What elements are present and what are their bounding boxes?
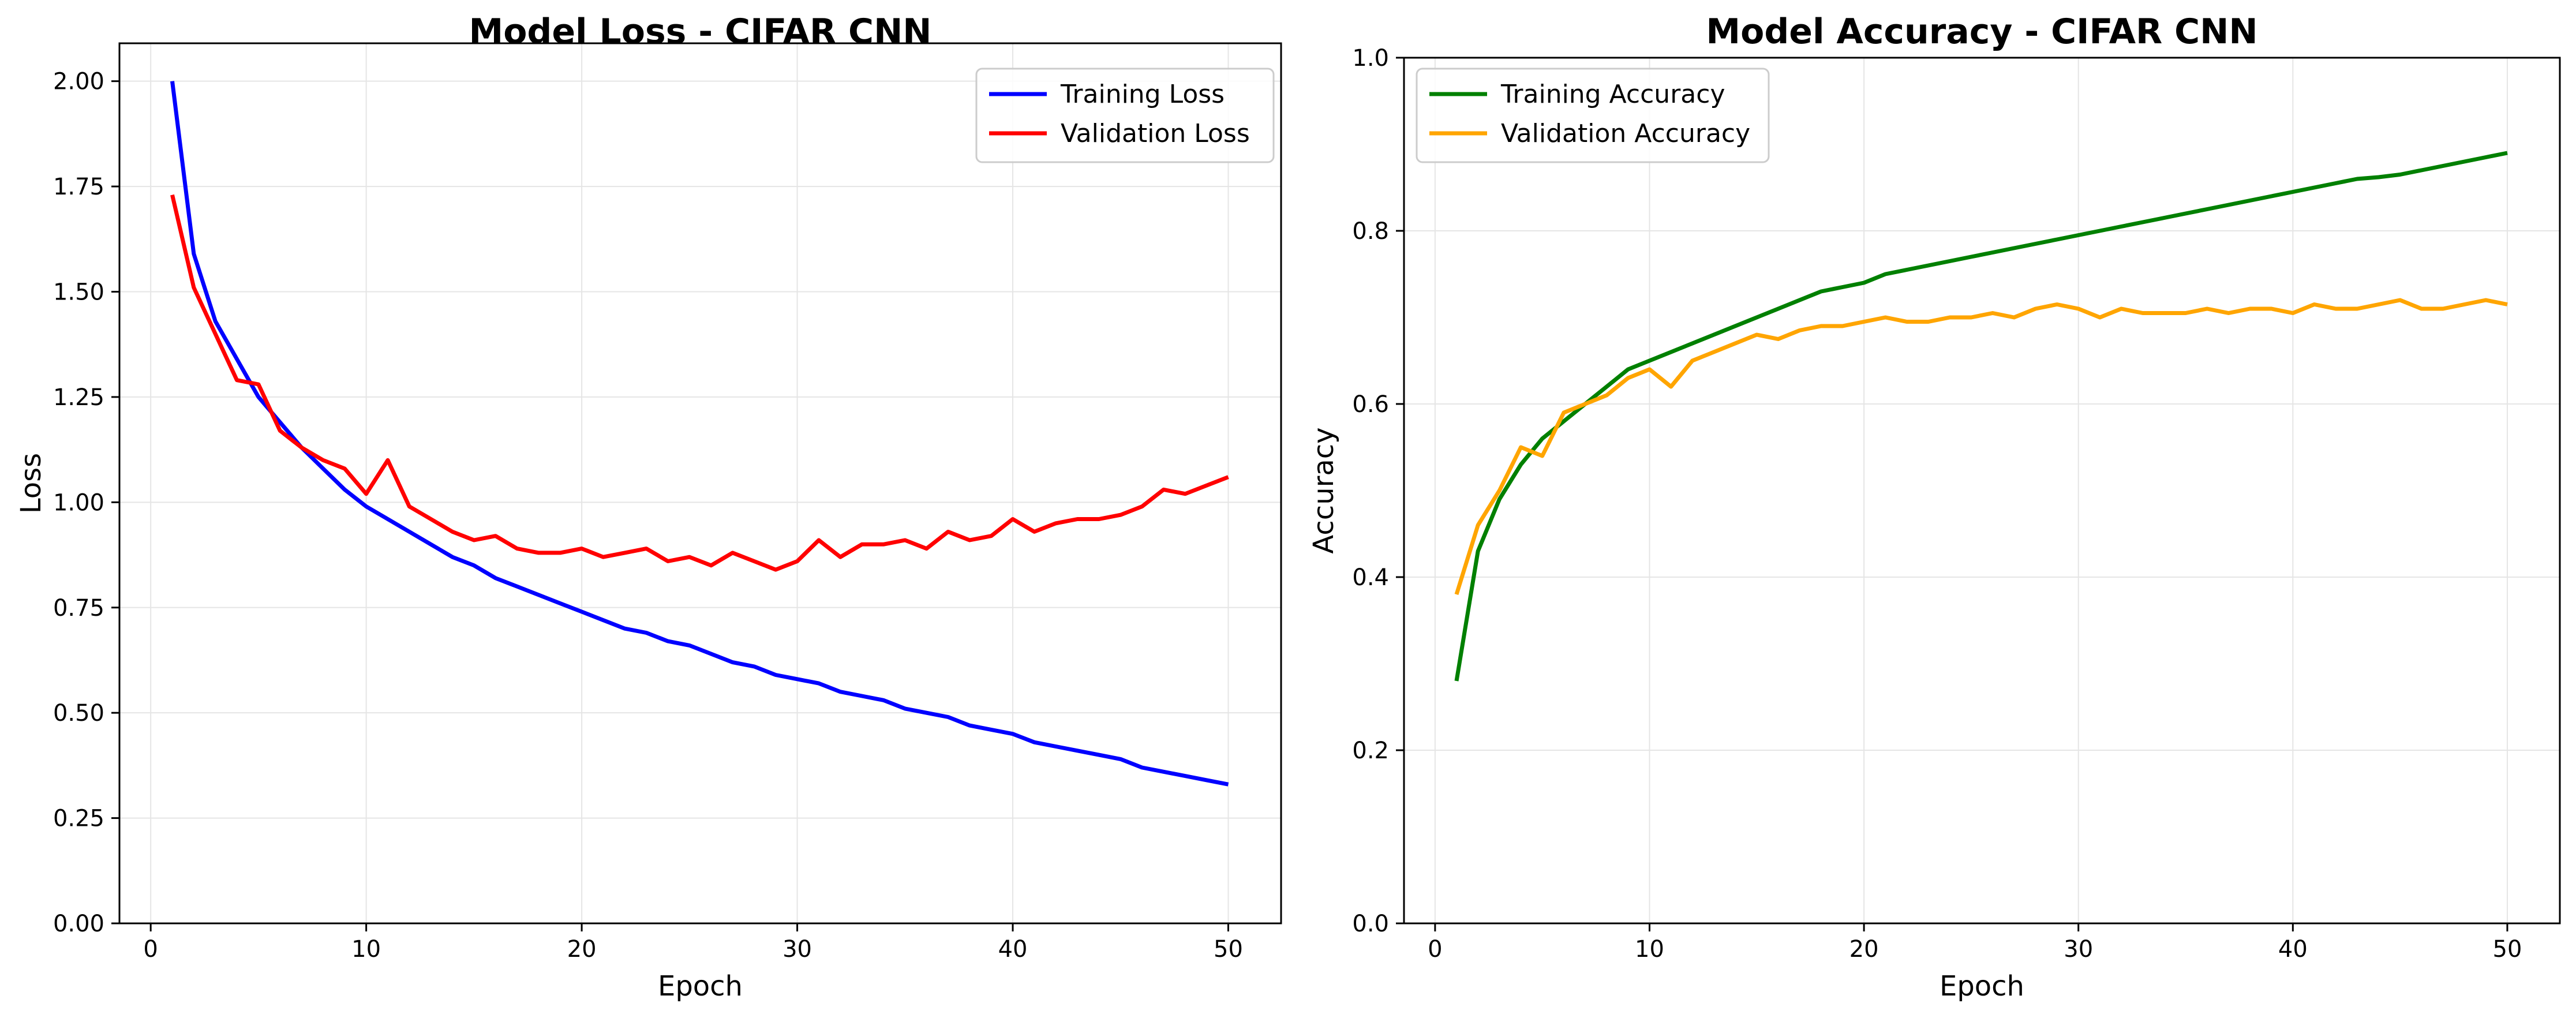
legend-label-training-loss: Training Loss	[1060, 80, 1225, 109]
series-line-training-loss	[170, 81, 1229, 787]
chart1-y-axis-label: Accuracy	[1308, 427, 1340, 553]
chart0-legend-frame	[975, 68, 1275, 163]
chart0-y-tick-label: 0.75	[53, 595, 104, 622]
chart1-y-tick-label: 0.4	[1352, 564, 1389, 591]
chart1-x-tick-label: 20	[1849, 936, 1879, 963]
legend-label-validation-accuracy: Validation Accuracy	[1501, 119, 1750, 148]
chart1-axes-frame	[1403, 57, 2561, 925]
legend-label-training-accuracy: Training Accuracy	[1500, 80, 1725, 109]
series-line-validation-accuracy	[1454, 298, 2508, 596]
chart0-x-tick-label: 0	[143, 936, 158, 963]
chart1-y-tick-label: 1.0	[1352, 45, 1389, 72]
chart1-title: Model Accuracy - CIFAR CNN	[1706, 12, 2257, 52]
chart0-y-tick-label: 2.00	[53, 69, 104, 95]
chart1-x-tick-label: 40	[2278, 936, 2308, 963]
chart0-y-tick-label: 0.00	[53, 911, 104, 937]
chart0-x-tick-label: 30	[782, 936, 812, 963]
chart0-y-axis-label: Loss	[15, 453, 47, 514]
legend-label-validation-loss: Validation Loss	[1061, 119, 1250, 148]
chart0-title: Model Loss - CIFAR CNN	[469, 12, 931, 52]
chart0-x-axis-label: Epoch	[658, 970, 743, 1002]
chart0-x-tick-label: 50	[1214, 936, 1243, 963]
accuracy-chart: 0 10 20 30 40 50 0.0 0.2 0.4 0.6 0.8 1.0 Model Accur…	[1308, 12, 2561, 1002]
chart1-y-tick-label: 0.0	[1352, 911, 1389, 937]
chart0-x-tick-label: 20	[567, 936, 597, 963]
series-line-validation-loss	[170, 194, 1229, 572]
chart0-x-tick-label: 10	[351, 936, 381, 963]
chart1-x-tick-label: 10	[1635, 936, 1664, 963]
chart0-y-tick-label: 1.75	[53, 174, 104, 200]
chart1-y-tick-label: 0.8	[1352, 218, 1389, 245]
chart0-y-tick-label: 1.00	[53, 489, 104, 516]
chart1-legend: Training Accuracy Validation Accuracy	[1416, 68, 1770, 163]
chart0-legend: Training Loss Validation Loss	[975, 68, 1275, 163]
chart1-x-tick-label: 30	[2064, 936, 2093, 963]
chart1-x-tick-label: 0	[1428, 936, 1442, 963]
chart0-axes-frame	[118, 42, 1282, 925]
chart1-x-tick-label: 50	[2493, 936, 2522, 963]
chart0-y-tick-label: 0.25	[53, 806, 104, 832]
loss-chart: 0 10 20 30 40 50 0.00 0.25 0.50 0.75 1.00 1.25 1.50 1…	[15, 12, 1282, 1002]
chart0-y-tick-label: 1.50	[53, 279, 104, 306]
series-line-training-accuracy	[1454, 151, 2508, 682]
chart0-y-tick-label: 1.25	[53, 384, 104, 411]
chart1-y-tick-label: 0.6	[1352, 391, 1389, 418]
chart0-x-tick-label: 40	[998, 936, 1028, 963]
chart1-x-axis-label: Epoch	[1940, 970, 2024, 1002]
chart1-legend-frame	[1416, 68, 1770, 163]
chart0-y-tick-label: 0.50	[53, 700, 104, 727]
chart1-y-tick-label: 0.2	[1352, 738, 1389, 764]
